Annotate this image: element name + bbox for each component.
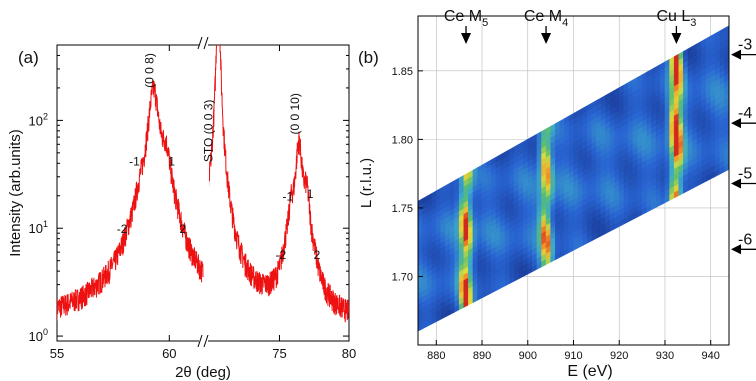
order-arrow-head [731,49,741,60]
x-tick-label: 60 [162,346,176,361]
x-tick-label: 900 [519,350,537,362]
peak-label: (0 0 8) [143,53,157,88]
spectrum-line [209,45,349,323]
heatmap-cell [724,127,729,137]
panel-b-x-axis-label: E (eV) [567,363,612,380]
heatmap-cell [724,103,729,113]
edge-label: Ce M5 [444,8,488,29]
peak-label: 1 [307,187,314,201]
peak-label: STO (0 0 3) [202,100,216,162]
panel-a-plot-frame [56,44,350,342]
heatmap-cell [724,163,729,173]
heatmap-cell [724,157,729,167]
peak-label: -2 [276,248,287,262]
axis-break-top [197,36,209,52]
x-tick-label: 930 [656,350,674,362]
y-tick-label: 101 [29,219,48,236]
x-tick-label: 55 [50,346,64,361]
heatmap-cell [724,115,729,125]
x-tick-label: 940 [702,350,720,362]
peak-label: (0 0 10) [288,93,302,134]
panel-a-x-axis-label: 2θ (deg) [175,364,231,381]
heatmap-cell [724,79,729,89]
heatmap-cell [724,97,729,107]
edge-arrow-head [671,33,682,44]
x-tick-label: 920 [610,350,628,362]
spectrum-line [57,80,204,321]
heatmap-cell [724,67,729,77]
y-tick-label: 100 [29,327,48,344]
order-label: -6 [738,231,752,248]
heatmap-cell [724,85,729,95]
peak-label: -1 [282,190,293,204]
peak-label: -2 [117,222,128,236]
panel-a-label: (a) [18,48,39,67]
order-label: -3 [738,37,752,54]
heatmap-cell [724,61,729,71]
order-arrow-head [731,244,741,255]
heatmap-cell [724,145,729,155]
y-tick-label: 1.80 [392,134,413,146]
order-label: -4 [738,105,752,122]
panel-a: 55 60 75 80 100 101 102 (0 0 8) -1 1 -2 2 STO (0 0 … [7,36,356,381]
axis-break-bottom [197,334,209,348]
panel-b-y-axis-label: L (r.l.u.) [358,158,375,208]
heatmap-cell [724,121,729,131]
heatmap-cell [724,151,729,161]
peak-label: 1 [168,155,175,169]
order-arrow-head [731,178,741,189]
edge-label: Cu L3 [656,8,696,29]
x-tick-label: 75 [272,346,286,361]
edge-label: Ce M4 [524,8,568,29]
y-tick-label: 102 [29,111,48,128]
order-arrow-head [731,118,741,129]
heatmap-cell [724,91,729,101]
y-tick-label: 1.70 [392,271,413,283]
order-label: -5 [738,166,752,183]
edge-arrow-head [541,33,552,44]
heatmap-cell [724,73,729,83]
peak-label: 2 [179,222,186,236]
y-tick-label: 1.75 [392,203,413,215]
peak-label: 2 [314,248,321,262]
heatmap-cell [724,139,729,149]
x-tick-label: 880 [427,350,445,362]
heatmap-cell [724,109,729,119]
x-tick-label: 910 [564,350,582,362]
panel-a-y-axis-label: Intensity (arb.units) [7,129,24,257]
heatmap-cell [724,25,729,35]
edge-arrow-head [461,33,472,44]
heatmap-cell [724,133,729,143]
x-tick-label: 890 [473,350,491,362]
y-tick-label: 1.85 [392,66,413,78]
peak-label: -1 [129,155,140,169]
panel-b: (b) 880 890 900 910 920 930 940 1.70 1.75 1.80 1.8… [358,8,756,380]
x-tick-label: 80 [342,346,356,361]
panel-b-label: (b) [358,48,379,67]
